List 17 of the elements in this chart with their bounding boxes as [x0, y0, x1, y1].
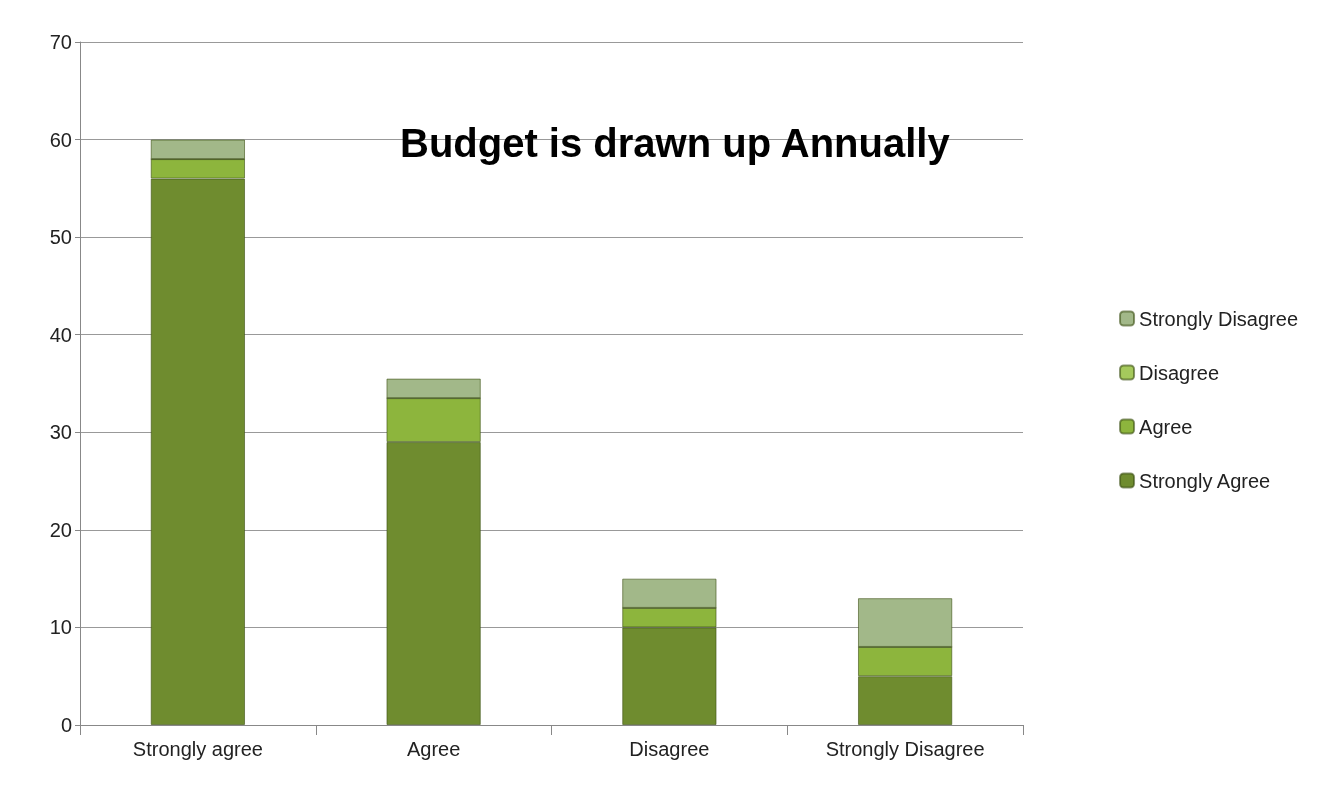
text: Budget is drawn up Annually — [400, 121, 951, 165]
y-tick-label: 40 — [49, 323, 72, 346]
y-tick-label: 60 — [49, 128, 72, 151]
x-tick-label: Disagree — [629, 738, 710, 760]
y-tick-label: 0 — [60, 714, 72, 736]
legend-label: Strongly Agree — [1139, 469, 1271, 492]
y-tick-label: 50 — [49, 226, 72, 249]
x-tick-label: Strongly agree — [132, 738, 263, 760]
y-tick-label: 20 — [49, 518, 72, 541]
legend-label: Strongly Disagree — [1139, 307, 1298, 330]
legend-label: Agree — [1139, 415, 1193, 438]
legend-label: Disagree — [1139, 361, 1220, 384]
y-tick-label: 70 — [49, 31, 72, 53]
x-tick-label: Strongly Disagree — [825, 738, 985, 760]
y-tick-label: 10 — [49, 616, 72, 639]
y-tick-label: 30 — [49, 421, 72, 444]
x-tick-label: Agree — [406, 738, 461, 760]
